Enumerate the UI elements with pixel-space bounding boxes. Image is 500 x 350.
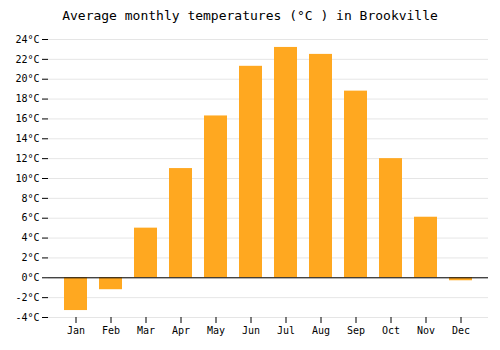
svg-text:2°C: 2°C [21,252,39,263]
svg-text:10°C: 10°C [15,173,39,184]
svg-text:Dec: Dec [452,325,470,336]
svg-text:4°C: 4°C [21,232,39,243]
svg-text:Nov: Nov [417,325,435,336]
svg-text:Jan: Jan [67,325,85,336]
svg-text:Aug: Aug [312,325,330,336]
svg-text:Mar: Mar [137,325,155,336]
html-text:Average monthly temperatures (: Average monthly temperatures (°C ) in Br… [62,8,438,23]
svg-text:0°C: 0°C [21,272,39,283]
svg-text:14°C: 14°C [15,133,39,144]
svg-text:May: May [207,325,225,336]
svg-text:Jun: Jun [242,325,260,336]
svg-text:Oct: Oct [382,325,400,336]
svg-text:18°C: 18°C [15,93,39,104]
svg-text:6°C: 6°C [21,212,39,223]
svg-text:-2°C: -2°C [15,292,39,303]
svg-text:Jul: Jul [277,325,295,336]
svg-text:Sep: Sep [347,325,365,336]
svg-text:Feb: Feb [102,325,120,336]
svg-text:16°C: 16°C [15,113,39,124]
svg-text:12°C: 12°C [15,153,39,164]
svg-text:20°C: 20°C [15,73,39,84]
svg-text:22°C: 22°C [15,54,39,65]
svg-text:8°C: 8°C [21,193,39,204]
svg-text:Apr: Apr [172,325,190,336]
svg-text:24°C: 24°C [15,34,39,45]
svg-text:-4°C: -4°C [15,312,39,323]
